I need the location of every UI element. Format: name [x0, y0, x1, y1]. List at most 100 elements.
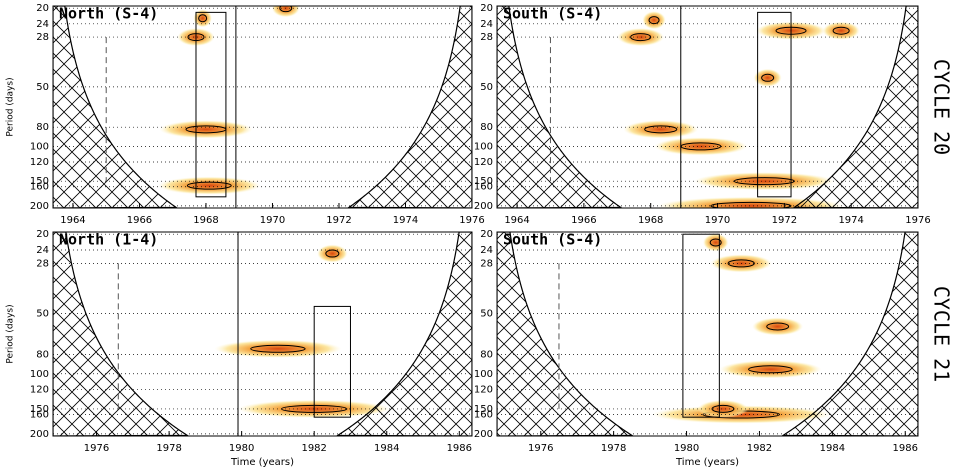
power-blob	[654, 137, 748, 156]
region-box	[195, 11, 227, 198]
x-tick-label: 1968	[193, 215, 218, 226]
power-contour	[733, 177, 795, 186]
y-tick-label: 150	[30, 404, 49, 415]
x-tick-label: 1986	[893, 443, 918, 454]
y-tick-label: 50	[480, 309, 493, 320]
power-contour	[761, 73, 775, 82]
cone-of-influence	[53, 232, 190, 436]
cone-of-influence	[53, 6, 178, 208]
y-tick-label: 150	[474, 404, 493, 415]
plot-area	[53, 6, 472, 208]
x-tick-label: 1966	[127, 215, 152, 226]
x-tick-label: 1972	[326, 215, 351, 226]
x-tick-label: 1986	[447, 443, 472, 454]
y-tick-label: 100	[474, 369, 493, 380]
power-contour	[630, 33, 652, 42]
y-tick-label: 160	[30, 410, 49, 421]
y-tick-label: 160	[474, 410, 493, 421]
y-tick-label: 80	[36, 349, 49, 360]
y-tick-label: 160	[474, 182, 493, 193]
x-tick-label: 1974	[838, 215, 863, 226]
y-tick-label: 200	[30, 429, 49, 440]
y-tick-label: 50	[36, 309, 49, 320]
y-tick-label: 50	[480, 82, 493, 93]
y-tick-label: 120	[474, 385, 493, 396]
x-tick-label: 1976	[84, 443, 109, 454]
x-tick-label: 1968	[638, 215, 663, 226]
x-tick-label: 1978	[156, 443, 181, 454]
y-tick-label: 100	[30, 141, 49, 152]
power-contour	[748, 365, 793, 374]
plot-area	[53, 232, 472, 436]
power-blob	[158, 176, 261, 195]
y-tick-label: 200	[474, 429, 493, 440]
y-tick-label: 80	[480, 122, 493, 133]
power-blob	[271, 6, 300, 18]
cone-of-influence	[781, 232, 918, 436]
power-contour	[250, 344, 306, 353]
x-tick-label: 1974	[393, 215, 418, 226]
y-tick-label: 80	[480, 349, 493, 360]
power-contour	[325, 249, 340, 258]
power-blob	[159, 120, 253, 139]
x-tick-label: 1976	[905, 215, 930, 226]
x-axis-label: Time (years)	[230, 457, 294, 468]
power-blob	[822, 21, 860, 40]
y-tick-label: 24	[480, 19, 493, 30]
axes-frame	[52, 5, 473, 209]
x-tick-label: 1976	[459, 215, 484, 226]
power-blob	[193, 9, 212, 28]
cycle-label: CYCLE 21	[930, 286, 954, 382]
x-tick-label: 1982	[301, 443, 326, 454]
power-blob	[719, 360, 822, 379]
power-blob	[617, 28, 665, 47]
y-tick-label: 150	[30, 176, 49, 187]
y-tick-label: 20	[36, 229, 49, 240]
cone-of-influence	[335, 232, 472, 436]
x-axis-label: Time (years)	[675, 457, 739, 468]
region-box	[313, 305, 351, 418]
power-blob	[753, 68, 782, 87]
y-tick-label: 28	[480, 258, 493, 269]
power-blob	[642, 11, 666, 30]
x-tick-label: 1970	[260, 215, 285, 226]
panel-label: South (S-4)	[503, 5, 602, 23]
y-tick-label: 80	[36, 122, 49, 133]
y-tick-label: 200	[30, 201, 49, 212]
axes-frame	[496, 5, 919, 209]
y-axis-label: Period (days)	[6, 304, 16, 363]
cone-of-influence	[497, 232, 634, 436]
y-tick-label: 120	[474, 157, 493, 168]
panel-label: North (1-4)	[59, 231, 158, 249]
power-contour	[766, 322, 790, 331]
y-tick-label: 100	[474, 141, 493, 152]
y-tick-label: 150	[474, 176, 493, 187]
x-tick-label: 1966	[571, 215, 596, 226]
region-box	[682, 233, 720, 418]
y-tick-label: 28	[36, 32, 49, 43]
region-box	[757, 11, 792, 198]
plot-area	[497, 6, 918, 208]
x-tick-label: 1980	[674, 443, 699, 454]
axes-frame	[496, 231, 919, 437]
y-axis-label: Period (days)	[6, 77, 16, 136]
x-tick-label: 1978	[601, 443, 626, 454]
x-tick-label: 1970	[705, 215, 730, 226]
power-blob	[623, 120, 699, 139]
y-tick-label: 20	[36, 3, 49, 14]
power-blob	[317, 244, 348, 263]
y-tick-label: 160	[30, 182, 49, 193]
y-tick-label: 28	[36, 258, 49, 269]
power-contour	[279, 6, 293, 13]
power-blob	[694, 172, 835, 191]
power-blob	[702, 233, 729, 252]
power-contour	[644, 125, 678, 134]
y-tick-label: 28	[480, 32, 493, 43]
power-contour	[709, 238, 722, 247]
cone-of-influence	[347, 6, 472, 208]
